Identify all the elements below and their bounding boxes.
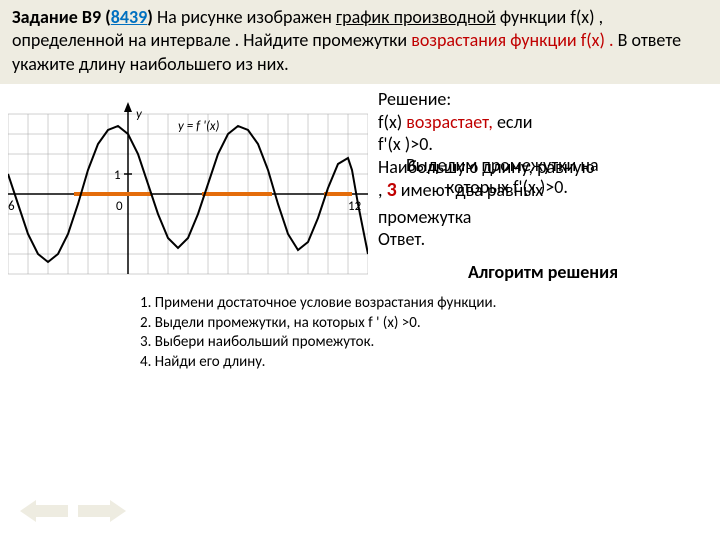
- task-text1: На рисунке изображен: [153, 6, 336, 28]
- solution-title: Решение:: [378, 88, 708, 111]
- svg-text:y: y: [136, 107, 143, 122]
- task-red1: возрастания функции f(x) .: [411, 29, 613, 51]
- nav-arrows: [20, 500, 126, 522]
- content-row: yy = f '(x)-61012x Решение: f(x) возраст…: [0, 88, 720, 294]
- task-prefix: Задание В9 (: [12, 6, 111, 28]
- arrow-left-icon[interactable]: [20, 500, 68, 522]
- task-underline1: график производной: [336, 6, 496, 28]
- svg-text:-6: -6: [8, 199, 15, 214]
- svg-text:1: 1: [114, 168, 121, 183]
- algorithm-list: 1. Примени достаточное условие возрастан…: [140, 294, 720, 372]
- solution-line4: промежутка: [378, 206, 708, 229]
- alg-item: 3. Выбери наибольший промежуток.: [140, 333, 720, 353]
- task-box: Задание В9 (8439) На рисунке изображен г…: [0, 0, 720, 84]
- algorithm-title: Алгоритм решения: [378, 261, 708, 284]
- alg-item: 2. Выдели промежутки, на которых f ' (x)…: [140, 314, 720, 334]
- solution-line1: f(x) возрастает, если: [378, 111, 708, 134]
- svg-text:0: 0: [116, 199, 123, 214]
- task-link: 8439: [111, 6, 148, 28]
- solution-overlay: Выделим промежутки на которых f'(x )>0.: [406, 154, 599, 199]
- solution-block: Решение: f(x) возрастает, если f'(x )>0.…: [378, 88, 708, 294]
- derivative-chart: yy = f '(x)-61012x: [8, 94, 368, 294]
- solution-line2: f'(x )>0.: [378, 133, 708, 156]
- svg-text:12: 12: [348, 199, 362, 214]
- alg-item: 4. Найди его длину.: [140, 353, 720, 373]
- svg-text:y = f '(x): y = f '(x): [178, 119, 220, 134]
- solution-line5: Ответ.: [378, 228, 708, 251]
- alg-item: 1. Примени достаточное условие возрастан…: [140, 294, 720, 314]
- arrow-right-icon[interactable]: [78, 500, 126, 522]
